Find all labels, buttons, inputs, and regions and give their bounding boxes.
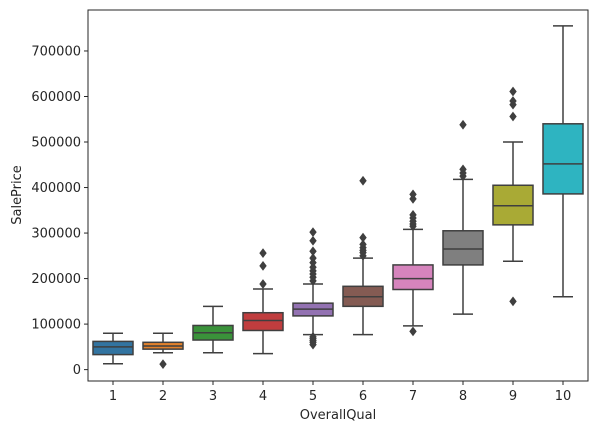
outlier-point (309, 227, 317, 238)
y-axis-label: SalePrice (10, 165, 25, 225)
box-iqr (442, 230, 484, 266)
y-tick-label: 200000 (31, 272, 81, 287)
y-tick-label: 500000 (31, 136, 81, 151)
outlier-point (359, 232, 367, 243)
outlier-point (259, 248, 267, 258)
outlier-point (509, 111, 517, 122)
outlier-point (259, 260, 267, 271)
y-tick-label: 600000 (31, 90, 81, 105)
x-axis: 1 2 3 4 5 6 7 8 9 10 (109, 381, 571, 404)
y-tick-label: 400000 (31, 181, 81, 196)
box-category-5 (292, 227, 334, 350)
box-category-2 (142, 332, 184, 370)
outlier-point (459, 164, 467, 175)
x-tick-label: 8 (459, 389, 467, 404)
x-tick-label: 5 (309, 389, 317, 404)
y-tick-label: 100000 (31, 318, 81, 333)
outlier-point (509, 296, 517, 307)
x-tick-label: 4 (259, 389, 267, 404)
y-tick-label: 0 (73, 363, 81, 378)
outlier-point (359, 175, 367, 186)
outlier-point (409, 209, 417, 220)
box-category-1 (92, 332, 134, 365)
boxes-group (92, 25, 584, 370)
box-category-4 (242, 248, 284, 355)
x-tick-label: 1 (109, 389, 117, 404)
x-axis-label: OverallQual (300, 408, 377, 423)
outlier-point (159, 359, 167, 370)
outlier-point (309, 253, 317, 263)
y-tick-label: 300000 (31, 227, 81, 242)
box-category-7 (392, 189, 434, 337)
outlier-point (459, 119, 467, 130)
x-tick-label: 7 (409, 389, 417, 404)
box-iqr (92, 340, 134, 356)
outlier-point (309, 235, 317, 246)
x-tick-label: 6 (359, 389, 367, 404)
outlier-point (409, 189, 417, 200)
outlier-point (509, 86, 517, 97)
outlier-point (409, 326, 417, 337)
box-category-8 (442, 119, 484, 315)
x-tick-label: 10 (555, 389, 572, 404)
x-tick-label: 2 (159, 389, 167, 404)
box-iqr (242, 311, 284, 332)
box-iqr (542, 123, 584, 195)
box-category-6 (342, 175, 384, 336)
x-tick-label: 9 (509, 389, 517, 404)
x-tick-label: 3 (209, 389, 217, 404)
outlier-point (509, 96, 517, 106)
outlier-point (359, 239, 367, 250)
box-category-9 (492, 86, 534, 307)
outlier-point (259, 279, 267, 289)
box-category-10 (542, 25, 584, 298)
box-iqr (392, 264, 434, 291)
outlier-point (309, 331, 317, 342)
y-tick-label: 700000 (31, 44, 81, 59)
box-category-3 (192, 305, 234, 354)
outlier-point (309, 246, 317, 257)
y-axis: 0 100000 200000 300000 400000 500000 600000 700… (31, 44, 88, 378)
